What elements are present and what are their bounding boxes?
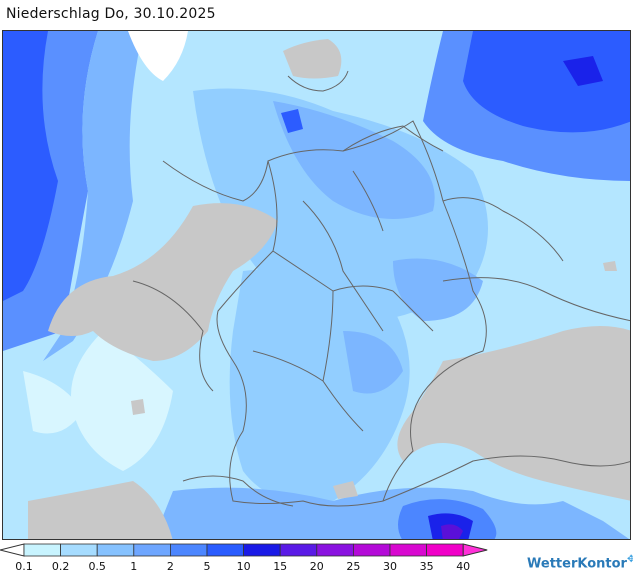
brand-logo: WetterKontor✥: [527, 554, 633, 571]
border-state-6: [352, 170, 384, 232]
land-no-data-west: [48, 203, 278, 361]
legend-arrow-left: [0, 543, 25, 557]
border-germany-outline: [216, 120, 487, 507]
border-baltic-coast: [342, 125, 444, 152]
precip-zone-central-strong: [343, 331, 403, 394]
precip-zone-west-mid: [43, 31, 143, 361]
wetterkontor-logo-icon: ✥: [626, 554, 633, 565]
legend-swatch: [389, 543, 427, 557]
legend-svg: 0.1 0.2 0.5 1 2 5 10 15 20 25 30 35 40: [0, 543, 488, 573]
border-czech: [442, 277, 630, 322]
legend-swatch: [243, 543, 281, 557]
precip-zone-south-purple: [441, 524, 463, 539]
legend-label: 25: [346, 560, 360, 573]
border-benelux: [132, 280, 214, 392]
legend-swatch: [169, 543, 208, 557]
legend-label: 0.2: [52, 560, 70, 573]
precip-zone-east-strong: [393, 258, 483, 321]
brand-text: WetterKontor: [527, 556, 627, 572]
border-poland: [442, 197, 564, 262]
precip-zone-west-light: [71, 331, 173, 471]
legend-swatch: [316, 543, 354, 557]
precip-zone-northeast-very-deep: [563, 56, 603, 86]
legend-label: 20: [310, 560, 324, 573]
land-no-data-spot-3: [603, 261, 617, 271]
legend-swatch: [133, 543, 171, 557]
legend-arrow-right: [462, 543, 488, 557]
map-title: Niederschlag Do, 30.10.2025: [6, 6, 216, 22]
legend-label: 0.5: [88, 560, 106, 573]
legend-label: 15: [273, 560, 287, 573]
land-no-data-spot-2: [333, 481, 358, 499]
precip-zone-central-mid: [229, 268, 410, 503]
legend-label: 5: [204, 560, 211, 573]
precip-zone-west-deep: [3, 31, 58, 301]
border-austria: [382, 455, 630, 502]
precip-zone-northeast-deep: [463, 31, 630, 133]
legend-label: 0.1: [15, 560, 33, 573]
precipitation-map-svg: [3, 31, 630, 539]
precipitation-map: [2, 30, 631, 540]
legend-label: 2: [167, 560, 174, 573]
legend-swatch: [426, 543, 464, 557]
precip-zone-spot: [281, 109, 303, 133]
legend-label: 35: [420, 560, 434, 573]
border-swiss: [182, 475, 294, 507]
border-state-1: [302, 200, 384, 332]
legend-label: 1: [130, 560, 137, 573]
precip-zone-west-light-2: [23, 371, 83, 434]
precip-zone-north-strong: [273, 101, 435, 219]
border-denmark-coast: [287, 70, 349, 92]
legend-label: 10: [237, 560, 251, 573]
legend-swatch: [96, 543, 135, 557]
land-no-data-austria: [397, 326, 630, 501]
border-west-coast: [162, 160, 269, 202]
legend-swatch: [60, 543, 98, 557]
land-no-data-denmark: [283, 39, 342, 79]
legend-swatch: [352, 543, 391, 557]
legend-label: 40: [456, 560, 470, 573]
land-no-data-spot-1: [131, 399, 145, 415]
border-state-2: [272, 250, 394, 292]
clear-area-top: [128, 31, 188, 81]
precipitation-legend: 0.1 0.2 0.5 1 2 5 10 15 20 25 30 35 40: [0, 542, 520, 580]
land-no-data-france-south: [28, 481, 173, 539]
legend-swatch: [279, 543, 318, 557]
border-state-5: [392, 290, 434, 332]
border-state-4: [322, 290, 334, 382]
legend-label: 30: [383, 560, 397, 573]
legend-swatch: [23, 543, 61, 557]
legend-swatch: [206, 543, 244, 557]
